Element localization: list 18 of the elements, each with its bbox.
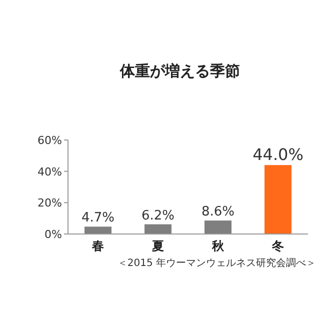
chart-title: 体重が増える季節 (119, 62, 240, 80)
bar (204, 220, 232, 234)
bar (264, 165, 292, 234)
data-label: 44.0% (252, 145, 304, 164)
x-tick-label: 夏 (151, 239, 164, 253)
text: ＜2015 年ウーマンウェルネス研究会調べ＞ (117, 257, 316, 269)
y-tick-label: 20% (38, 196, 62, 210)
x-tick-label: 春 (91, 239, 104, 253)
x-tick-label: 冬 (271, 239, 284, 253)
y-tick-label: 0% (44, 228, 62, 241)
bar (144, 224, 172, 234)
data-label: 8.6% (201, 204, 235, 220)
y-tick-label: 60% (38, 134, 62, 147)
bar (84, 226, 112, 234)
x-tick-label: 秋 (211, 239, 225, 253)
data-label: 6.2% (141, 208, 175, 224)
y-tick-label: 40% (38, 165, 62, 178)
data-label: 4.7% (81, 210, 115, 226)
